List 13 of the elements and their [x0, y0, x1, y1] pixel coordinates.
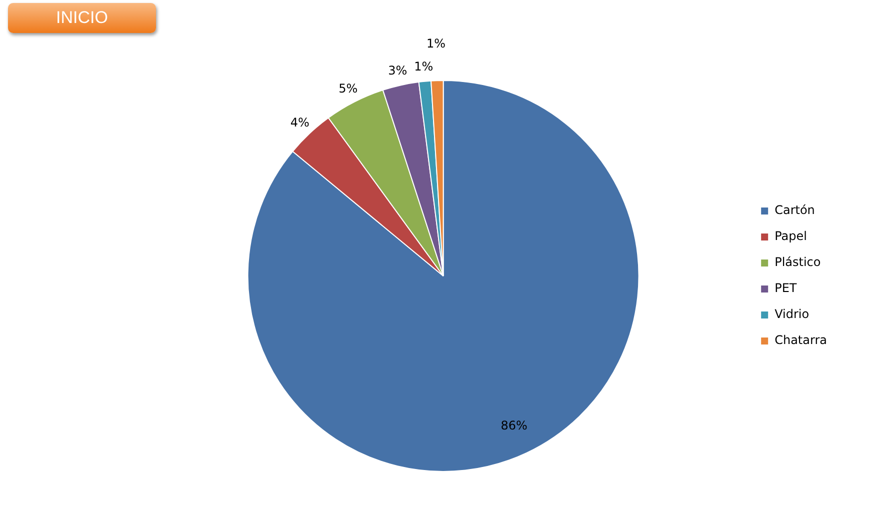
- data-label: 3%: [388, 64, 408, 78]
- data-label: 1%: [426, 36, 446, 51]
- data-label: 86%: [500, 418, 528, 432]
- text: INICIO: [8, 3, 156, 33]
- legend-label: Papel: [774, 229, 807, 244]
- data-label: 5%: [338, 81, 358, 96]
- legend-label: Cartón: [774, 203, 815, 218]
- data-label: 4%: [290, 115, 310, 130]
- legend-label: PET: [774, 281, 798, 296]
- data-label: 1%: [414, 60, 434, 74]
- legend-label: Chatarra: [774, 333, 827, 348]
- legend-label: Vidrio: [774, 307, 810, 322]
- legend-label: Plástico: [774, 255, 821, 270]
